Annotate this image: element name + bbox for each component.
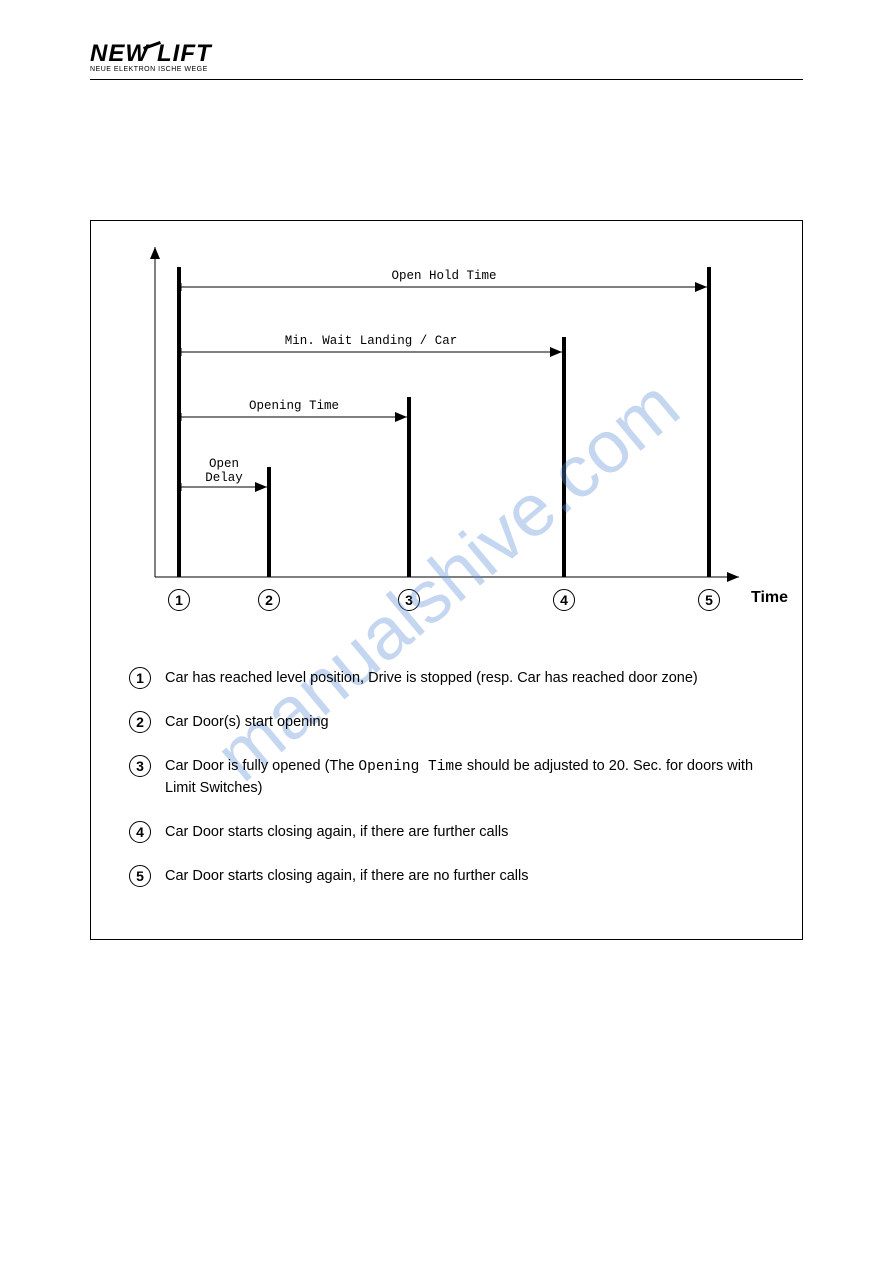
content-frame: 1 2 3 4 5 Open Hold Time Min. Wait Landing / C… <box>90 220 803 940</box>
timing-label: Open Hold Time <box>391 269 496 283</box>
event-bar-2 <box>267 467 271 577</box>
timing-label: Min. Wait Landing / Car <box>285 334 458 348</box>
legend-item: 2 Car Door(s) start opening <box>129 711 784 733</box>
axis-marker-4: 4 <box>553 589 575 611</box>
legend-text-4: Car Door starts closing again, if there … <box>165 821 508 843</box>
legend-text-2: Car Door(s) start opening <box>165 711 329 733</box>
x-axis-label: Time <box>751 589 788 607</box>
legend-text-5: Car Door starts closing again, if there … <box>165 865 528 887</box>
axis-marker-5: 5 <box>698 589 720 611</box>
logo-left: NEW <box>90 40 149 67</box>
marker-3: 3 <box>129 755 151 777</box>
header: NEW LIFT NEUE ELEKTRON ISCHE WEGE <box>90 40 803 80</box>
logo-subtitle: NEUE ELEKTRON ISCHE WEGE <box>90 66 803 73</box>
legend-text-1: Car has reached level position, Drive is… <box>165 667 698 689</box>
timing-label: Opening Time <box>249 399 339 413</box>
event-bar-4 <box>562 337 566 577</box>
marker-1: 1 <box>129 667 151 689</box>
legend-item: 4 Car Door starts closing again, if ther… <box>129 821 784 843</box>
event-bar-1 <box>177 267 181 577</box>
legend-text-3-pre: Car Door is fully opened (The <box>165 758 358 774</box>
legend-text-3-mono: Opening Time <box>358 759 462 775</box>
logo-right: LIFT <box>157 40 212 67</box>
logo: NEW LIFT <box>90 40 212 68</box>
axis-marker-3: 3 <box>398 589 420 611</box>
event-bar-3 <box>407 397 411 577</box>
marker-2: 2 <box>129 711 151 733</box>
marker-5: 5 <box>129 865 151 887</box>
timing-diagram: 1 2 3 4 5 Open Hold Time Min. Wait Landing / C… <box>109 237 784 617</box>
legend-item: 1 Car has reached level position, Drive … <box>129 667 784 689</box>
timing-label: Open Delay <box>205 457 243 485</box>
legend-item: 5 Car Door starts closing again, if ther… <box>129 865 784 887</box>
legend-text-3: Car Door is fully opened (The Opening Ti… <box>165 755 784 799</box>
axis-marker-2: 2 <box>258 589 280 611</box>
legend: 1 Car has reached level position, Drive … <box>109 667 784 887</box>
legend-item: 3 Car Door is fully opened (The Opening … <box>129 755 784 799</box>
axis-marker-1: 1 <box>168 589 190 611</box>
event-bar-5 <box>707 267 711 577</box>
marker-4: 4 <box>129 821 151 843</box>
